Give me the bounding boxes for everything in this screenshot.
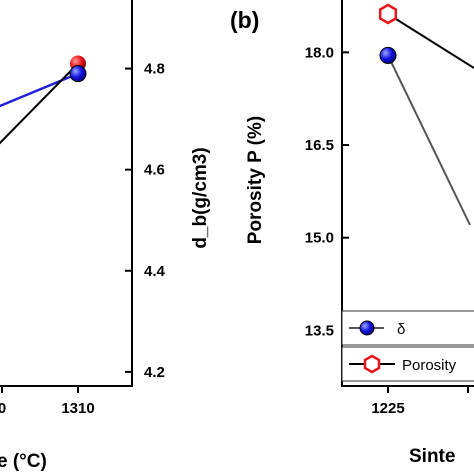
panel-a-right-ticks: 4.2 4.4 4.6 4.8 [125,61,166,381]
panel-a-x-axis-title: e (°C) [0,451,47,472]
panel-b-label: (b) [230,7,259,33]
legend-delta-marker [359,320,375,336]
a-right-tick-label: 4.8 [144,61,165,78]
panel-b-markers [378,3,398,64]
a-series-line-black [0,62,79,145]
b-series-line-delta [387,54,471,226]
a-x-tick-label: 1310 [61,400,94,417]
a-x-tick-label: 0 [0,400,6,417]
panel-a-right-y-axis-title: d_b(g/cm3) [190,147,211,248]
panel-a-markers [69,55,87,83]
b-x-tick-label: 1225 [371,400,404,417]
a-right-tick-label: 4.2 [144,364,165,381]
panel-a-series-lines [0,62,79,145]
a-right-tick-label: 4.4 [144,263,166,280]
b-y-tick-label: 13.5 [305,322,334,339]
panel-a-frame [0,0,133,387]
legend-porosity-text: Porosity [402,357,457,374]
a-series-line-blue [0,72,79,108]
panel-b: (b) 13.5 15.0 16.5 18.0 1225 Porosity P (%)… [230,0,474,467]
panel-b-x-ticks: 1225 [371,386,469,417]
panel-b-legend: δ Porosity [341,310,474,382]
b-series-line-porosity [387,13,474,69]
b-point-porosity [378,3,398,25]
panel-b-y-ticks: 13.5 15.0 16.5 18.0 [305,44,349,339]
b-y-tick-label: 16.5 [305,137,334,154]
panel-b-frame [341,0,474,387]
panel-b-x-axis-title: Sinte [409,446,455,467]
legend-box-2 [341,346,474,382]
panel-a-x-ticks: 0 1310 [0,386,95,417]
legend-porosity-marker [363,354,381,374]
panel-b-y-axis-title: Porosity P (%) [245,116,266,244]
panel-b-series-lines [387,13,474,226]
b-point-delta [379,46,397,64]
a-right-tick-label: 4.6 [144,162,165,179]
panel-a: 4.2 4.4 4.6 4.8 0 1310 e (°C) d_b(g/cm3) [0,0,211,472]
legend-delta-text: δ [397,321,405,338]
a-point-blue [69,65,87,83]
b-y-tick-label: 18.0 [305,44,334,61]
b-y-tick-label: 15.0 [305,230,334,247]
